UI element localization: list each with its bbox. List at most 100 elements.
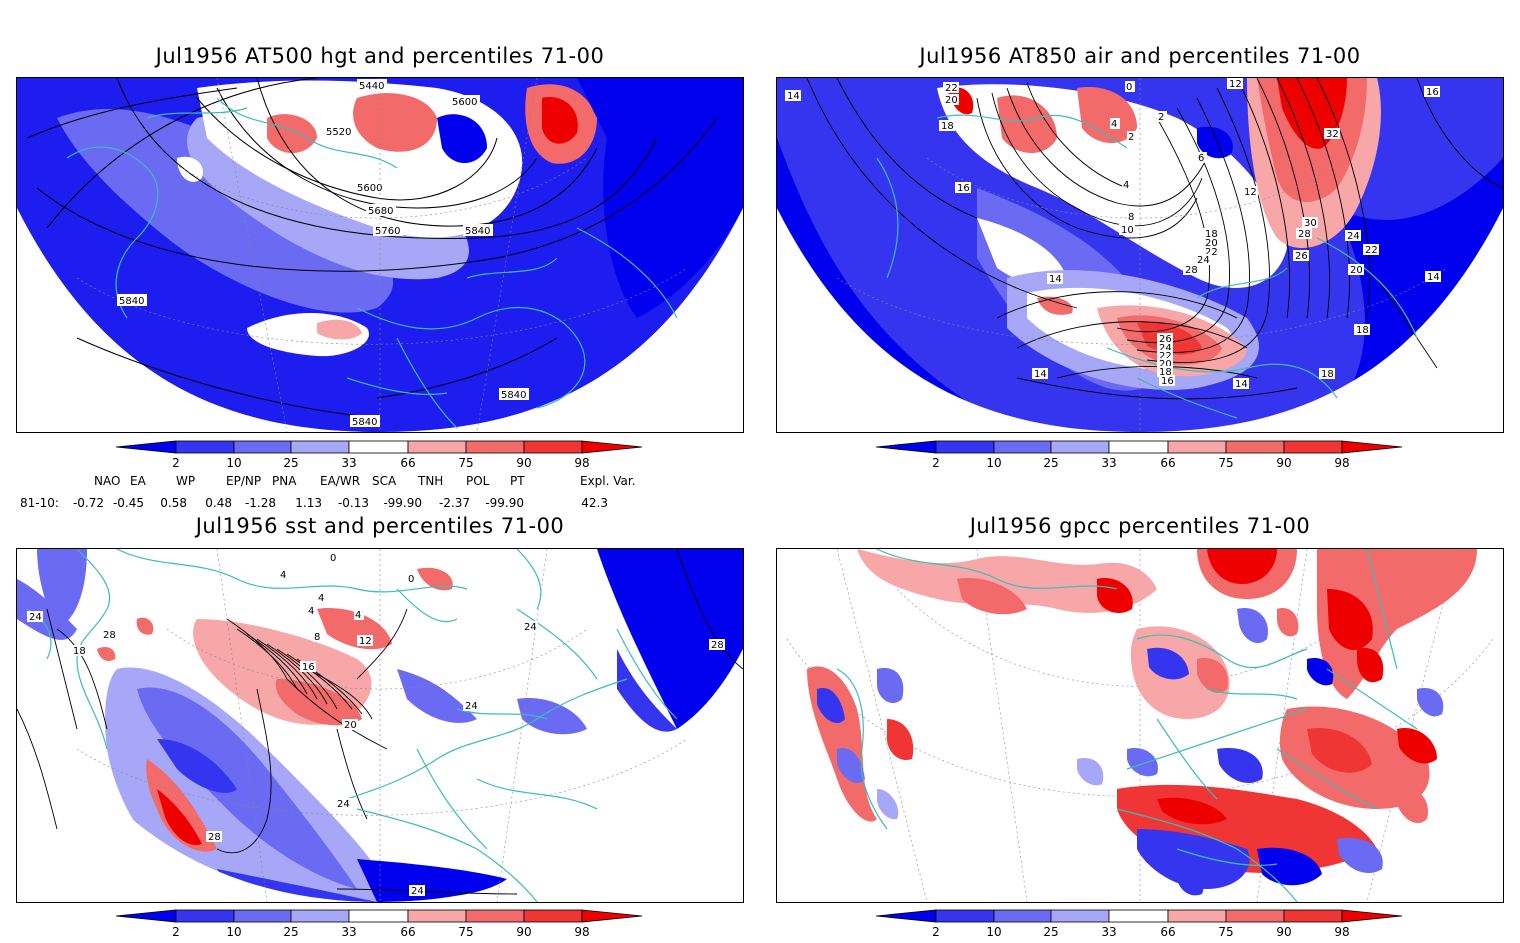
index-value: 1.13	[295, 496, 322, 510]
svg-text:18: 18	[1321, 369, 1334, 380]
contour-label: 16	[1424, 86, 1440, 98]
index-value: 0.58	[160, 496, 187, 510]
index-header: SCA	[372, 474, 397, 488]
contour-label: 5520	[324, 125, 354, 138]
colorbar-label: 98	[574, 925, 589, 939]
svg-text:4: 4	[1111, 119, 1117, 130]
colorbar-segment	[407, 440, 467, 454]
colorbar-label: 33	[341, 456, 356, 470]
contour-label: 12	[1242, 186, 1258, 198]
colorbar-segment	[1167, 909, 1227, 923]
contour-label: 24	[1157, 342, 1173, 354]
index-header: EA/WR	[320, 474, 361, 488]
contour-label: 5600	[450, 95, 480, 108]
panel-title-sst: Jul1956 sst and percentiles 71-00	[195, 514, 565, 538]
contour-label: 20	[943, 94, 959, 106]
index-value: -2.37	[438, 496, 470, 510]
colorbar-segment	[290, 440, 350, 454]
index-value: 0.48	[205, 496, 232, 510]
svg-text:2: 2	[1158, 112, 1164, 123]
svg-text:5840: 5840	[465, 226, 490, 237]
colorbar-segment	[1108, 440, 1169, 454]
panel-title-gpcc: Jul1956 gpcc percentiles 71-00	[969, 514, 1311, 538]
colorbar-segment	[407, 909, 467, 923]
colorbar-segment	[1283, 909, 1343, 923]
contour-label: 24	[27, 611, 43, 623]
svg-text:18: 18	[1205, 229, 1218, 240]
contour-label: 5840	[350, 415, 380, 428]
colorbar-label: 25	[283, 925, 298, 939]
colorbar-segment	[1167, 440, 1227, 454]
contour-label: 4	[307, 605, 317, 617]
contour-label: 18	[1354, 324, 1370, 336]
index-header: PNA	[272, 474, 297, 488]
contour-label: 22	[1363, 244, 1379, 256]
colorbar-segment	[233, 909, 292, 923]
colorbar-segment	[1225, 440, 1285, 454]
colorbar-label: 66	[400, 456, 415, 470]
contour-label: 24	[335, 798, 351, 810]
svg-text:4: 4	[308, 606, 314, 617]
svg-text:5760: 5760	[375, 226, 400, 237]
svg-text:24: 24	[411, 886, 424, 897]
svg-text:20: 20	[344, 720, 357, 731]
svg-text:0: 0	[1126, 82, 1132, 93]
colorbar-label: 98	[1334, 925, 1349, 939]
contour-label: 8	[1127, 211, 1137, 223]
svg-text:32: 32	[1326, 129, 1339, 140]
contour-label: 0	[329, 552, 339, 564]
svg-text:16: 16	[957, 183, 970, 194]
svg-text:26: 26	[1295, 251, 1308, 262]
colorbar-segment	[233, 440, 292, 454]
colorbar-label: 90	[516, 456, 531, 470]
index-header: EP/NP	[226, 474, 262, 488]
svg-text:4: 4	[318, 593, 324, 604]
svg-text:8: 8	[1128, 212, 1134, 223]
contour-label: 0	[1125, 81, 1135, 93]
contour-label: 30	[1302, 217, 1318, 229]
map-hgt: 5440 5600 5520 5600 5680 5760 5840 5840 …	[16, 77, 744, 433]
colorbar-label: 25	[1043, 925, 1058, 939]
colorbar-label: 98	[574, 456, 589, 470]
contour-label: 2	[1127, 131, 1137, 143]
svg-text:20: 20	[1350, 265, 1363, 276]
colorbar-label: 90	[516, 925, 531, 939]
svg-text:4: 4	[1123, 180, 1129, 191]
colorbar-label: 75	[1218, 456, 1233, 470]
contour-label: 24	[409, 885, 425, 897]
colorbar-segment	[993, 440, 1052, 454]
contour-label: 12	[1227, 78, 1243, 90]
contour-label: 5600	[355, 181, 385, 194]
contour-label: 20	[1203, 237, 1219, 249]
contour-label: 28	[709, 639, 725, 651]
colorbar-segment	[1341, 440, 1403, 454]
contour-label: 28	[101, 629, 117, 641]
colorbar-segment	[465, 440, 525, 454]
colorbar-label: 10	[986, 456, 1001, 470]
svg-text:16: 16	[1161, 376, 1174, 387]
svg-text:5840: 5840	[501, 390, 526, 401]
svg-text:22: 22	[1205, 247, 1218, 258]
contour-label: 4	[317, 592, 327, 604]
index-value: -0.45	[112, 496, 144, 510]
colorbar-segment	[290, 909, 350, 923]
svg-text:5840: 5840	[352, 417, 377, 428]
contour-label: 14	[785, 90, 801, 102]
colorbar-segment	[523, 440, 583, 454]
colorbar-label: 10	[226, 456, 241, 470]
svg-text:18: 18	[1159, 367, 1172, 378]
colorbar-segment	[581, 440, 643, 454]
contour-label: 28	[1296, 228, 1312, 240]
contour-label: 4	[1110, 118, 1120, 130]
colorbar-label: 75	[1218, 925, 1233, 939]
contour-label: 5680	[366, 204, 396, 217]
index-header: NAO	[94, 474, 121, 488]
index-value: -0.13	[337, 496, 369, 510]
colorbar-segment	[875, 909, 937, 923]
colorbar-label: 33	[1101, 456, 1116, 470]
index-value: -99.90	[485, 496, 524, 510]
svg-text:12: 12	[1244, 187, 1257, 198]
colorbar-segment	[935, 440, 995, 454]
svg-text:28: 28	[103, 630, 116, 641]
colorbar-label: 98	[1334, 456, 1349, 470]
